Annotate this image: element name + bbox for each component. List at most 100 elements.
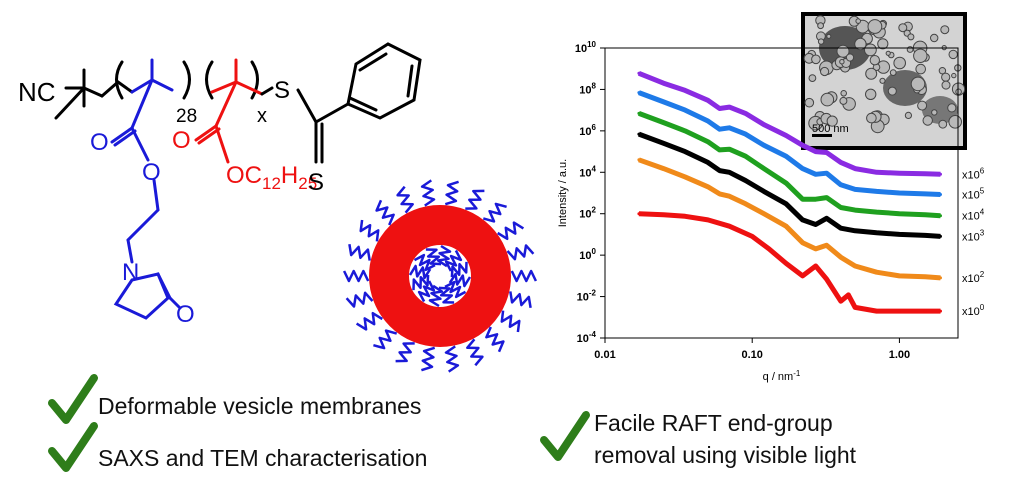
data-point bbox=[939, 234, 942, 238]
data-point bbox=[683, 129, 687, 133]
data-point bbox=[718, 192, 722, 196]
series-multiplier-label: x105 bbox=[962, 187, 985, 202]
y-tick-label: 10-2 bbox=[577, 289, 597, 304]
data-point bbox=[825, 216, 829, 220]
data-point bbox=[839, 299, 843, 303]
y-tick-label: 100 bbox=[579, 247, 596, 262]
polymer-chain bbox=[444, 280, 467, 299]
polymer-chain bbox=[417, 280, 436, 303]
data-point bbox=[839, 226, 843, 230]
data-point bbox=[939, 276, 942, 280]
data-point bbox=[750, 234, 754, 238]
data-point bbox=[662, 167, 666, 171]
data-point bbox=[801, 167, 805, 171]
data-point bbox=[897, 171, 901, 175]
data-point bbox=[939, 172, 942, 176]
polymer-chain bbox=[510, 269, 538, 283]
data-point bbox=[801, 197, 805, 201]
series-line bbox=[638, 211, 941, 314]
data-point bbox=[637, 132, 641, 136]
data-point bbox=[744, 179, 747, 182]
polymer-chain bbox=[450, 261, 468, 278]
bullet-left-2: SAXS and TEM characterisation bbox=[48, 422, 427, 472]
data-point bbox=[801, 274, 805, 278]
polymer-chain bbox=[395, 342, 415, 363]
data-point bbox=[825, 171, 829, 175]
data-point bbox=[839, 255, 843, 259]
data-point bbox=[706, 160, 710, 164]
data-point bbox=[683, 150, 687, 154]
data-point bbox=[662, 100, 666, 104]
data-point bbox=[814, 197, 818, 201]
data-point bbox=[744, 132, 747, 136]
data-point bbox=[814, 247, 818, 251]
series-line bbox=[638, 157, 941, 281]
data-point bbox=[814, 150, 818, 154]
data-point bbox=[875, 170, 879, 174]
scale-bar bbox=[812, 134, 832, 137]
polymer-chain bbox=[345, 291, 374, 308]
dp-subscript: 28 bbox=[176, 106, 197, 127]
data-point bbox=[846, 293, 850, 297]
series-line bbox=[638, 90, 941, 197]
data-point bbox=[825, 151, 829, 154]
data-point bbox=[727, 194, 731, 198]
polymer-chain bbox=[506, 244, 535, 261]
data-point bbox=[727, 105, 731, 109]
polymer-chain bbox=[408, 264, 432, 280]
data-point bbox=[718, 148, 722, 152]
data-point bbox=[662, 81, 666, 85]
data-point bbox=[801, 241, 805, 245]
polymer-chain bbox=[420, 179, 436, 207]
data-point bbox=[762, 167, 766, 171]
bullet-text: Deformable vesicle membranes bbox=[98, 393, 421, 419]
bullet-text: SAXS and TEM characterisation bbox=[98, 445, 427, 471]
polymer-chain bbox=[444, 345, 460, 373]
data-point bbox=[718, 107, 722, 110]
y-axis-label: Intensity / a.u. bbox=[557, 159, 569, 227]
vesicle-illustration bbox=[342, 179, 538, 373]
data-point bbox=[939, 193, 942, 196]
element-symbol: OC bbox=[226, 162, 262, 189]
data-point bbox=[875, 309, 879, 313]
x-tick-label: 0.01 bbox=[594, 349, 615, 361]
data-point bbox=[939, 309, 942, 313]
chemical-structure: NC 28 x O O N O bbox=[18, 42, 422, 328]
data-point bbox=[897, 309, 901, 313]
data-point bbox=[897, 232, 901, 236]
data-point bbox=[662, 121, 666, 125]
polymer-chain bbox=[436, 244, 452, 268]
data-point bbox=[839, 206, 843, 209]
bullet-right: Facile RAFT end-group removal using visi… bbox=[540, 410, 857, 468]
y-tick-label: 104 bbox=[579, 164, 596, 179]
bullet-text-line2: removal using visible light bbox=[594, 442, 857, 468]
data-point bbox=[875, 270, 879, 274]
data-point bbox=[762, 212, 766, 216]
polymer-chain bbox=[444, 180, 459, 206]
dodecyl-ester-label: OC12H25 bbox=[226, 162, 317, 193]
data-point bbox=[762, 143, 766, 147]
data-point bbox=[814, 223, 818, 226]
data-point bbox=[853, 208, 857, 212]
data-point bbox=[875, 189, 879, 193]
polymer-chain bbox=[509, 291, 532, 309]
y-tick-label: 108 bbox=[579, 81, 596, 96]
series-multiplier-label: x102 bbox=[962, 270, 985, 285]
data-point bbox=[637, 91, 641, 95]
polymer-chain bbox=[342, 269, 370, 283]
data-point bbox=[706, 185, 710, 189]
data-point bbox=[801, 218, 805, 222]
data-point bbox=[923, 275, 927, 279]
carbonyl-oxygen-2: O bbox=[172, 127, 191, 154]
data-point bbox=[897, 191, 901, 195]
data-point bbox=[784, 202, 788, 206]
carbonyl-oxygen-1: O bbox=[90, 129, 109, 156]
data-point bbox=[784, 224, 788, 228]
y-tick-label: 1010 bbox=[575, 40, 597, 55]
polymer-chain bbox=[485, 326, 505, 353]
data-point bbox=[801, 143, 805, 147]
series-line bbox=[638, 131, 941, 239]
data-point bbox=[683, 214, 687, 218]
y-tick-label: 106 bbox=[579, 123, 596, 138]
data-point bbox=[923, 172, 927, 176]
